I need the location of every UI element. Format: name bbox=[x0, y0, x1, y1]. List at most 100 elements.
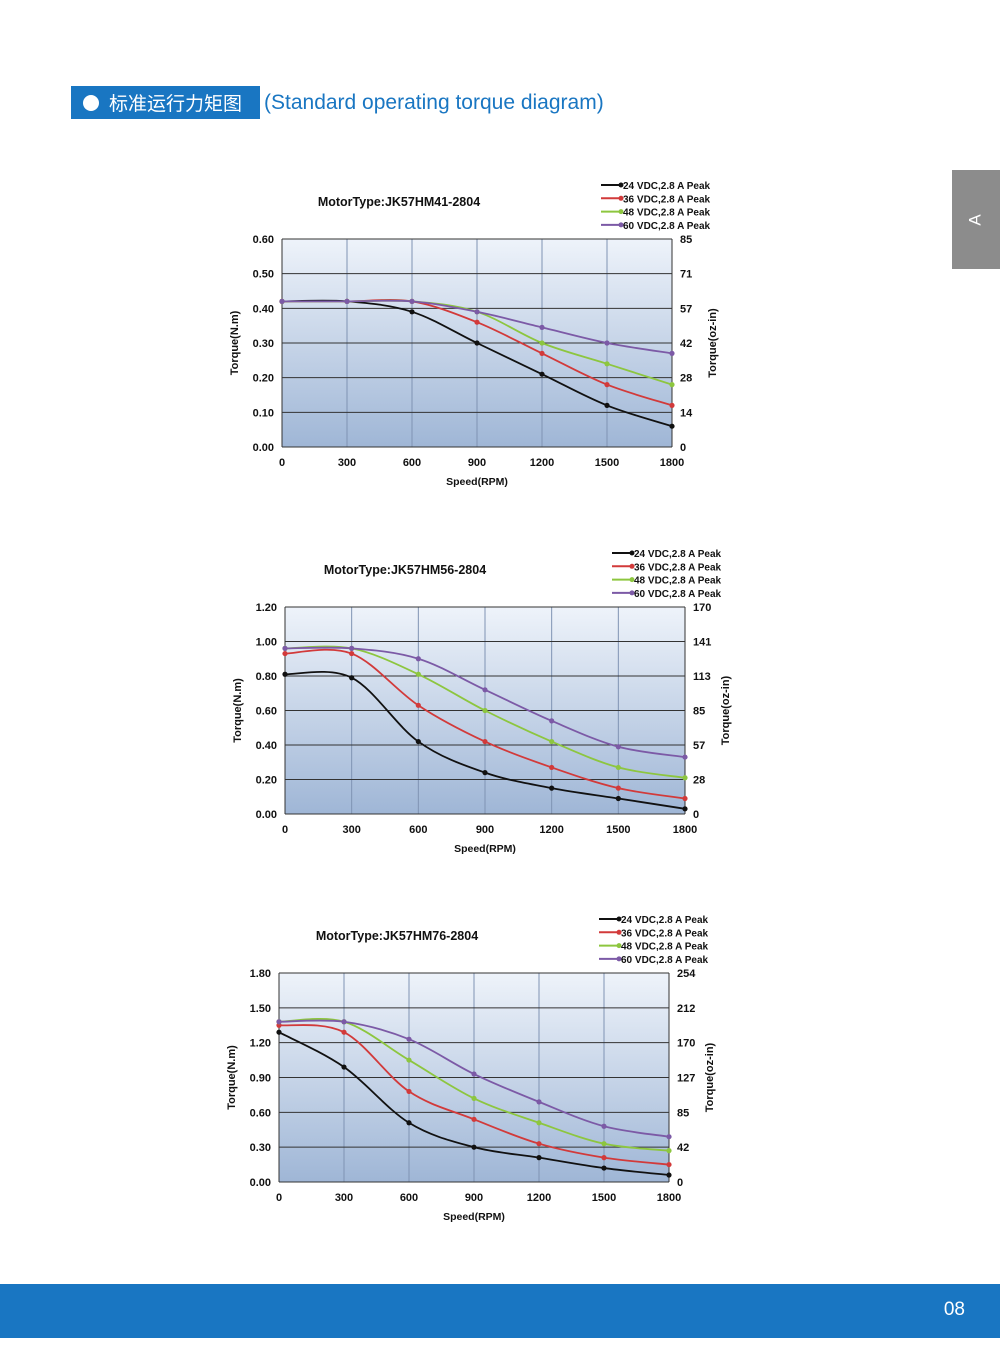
x-tick-label: 1500 bbox=[595, 457, 619, 469]
x-axis-label: Speed(RPM) bbox=[446, 476, 508, 488]
legend-label: 48 VDC,2.8 A Peak bbox=[621, 942, 709, 953]
data-point bbox=[669, 382, 675, 388]
data-point bbox=[601, 1141, 607, 1147]
data-point bbox=[601, 1123, 607, 1129]
series-2 bbox=[282, 648, 688, 802]
legend-label: 24 VDC,2.8 A Peak bbox=[634, 549, 722, 560]
data-point bbox=[604, 340, 610, 346]
data-point bbox=[536, 1099, 542, 1105]
data-point bbox=[341, 1019, 347, 1025]
data-point bbox=[406, 1088, 412, 1095]
legend-label: 36 VDC,2.8 A Peak bbox=[623, 194, 711, 205]
y-tick-label: 0.00 bbox=[250, 1177, 271, 1189]
side-index-tab[interactable]: A bbox=[952, 170, 1000, 269]
data-point bbox=[482, 738, 488, 745]
data-point bbox=[669, 350, 675, 356]
data-point bbox=[539, 324, 545, 330]
data-point bbox=[276, 1019, 282, 1025]
y-right-axis-label: Torque(oz-in) bbox=[704, 1042, 716, 1112]
legend-entry: 60 VDC,2.8 A Peak bbox=[599, 955, 709, 966]
y-axis-label: Torque(N.m) bbox=[229, 310, 241, 375]
data-point bbox=[601, 1165, 607, 1171]
data-point bbox=[282, 671, 288, 677]
chart-title: MotorType:JK57HM56-2804 bbox=[324, 563, 486, 577]
data-point bbox=[549, 764, 555, 771]
y-right-tick-label: 71 bbox=[680, 269, 692, 281]
data-point bbox=[682, 754, 688, 760]
data-point bbox=[409, 298, 415, 304]
data-point bbox=[349, 650, 355, 657]
footer-bar: 08 bbox=[0, 1284, 1000, 1338]
series-4 bbox=[282, 645, 688, 760]
x-tick-label: 300 bbox=[335, 1192, 353, 1204]
y-right-tick-label: 85 bbox=[693, 706, 705, 718]
chart-title: MotorType:JK57HM76-2804 bbox=[316, 929, 478, 943]
legend-entry: 60 VDC,2.8 A Peak bbox=[601, 221, 711, 232]
data-point bbox=[604, 382, 610, 388]
data-point bbox=[349, 645, 355, 652]
x-tick-label: 1200 bbox=[530, 457, 554, 469]
x-tick-label: 1200 bbox=[527, 1192, 551, 1204]
legend-label: 36 VDC,2.8 A Peak bbox=[621, 928, 709, 939]
legend-marker bbox=[616, 943, 622, 949]
y-tick-label: 0.60 bbox=[253, 234, 274, 246]
series-4 bbox=[276, 1019, 672, 1140]
y-tick-label: 0.00 bbox=[253, 442, 274, 454]
data-point bbox=[615, 764, 621, 771]
data-point bbox=[669, 402, 675, 408]
x-tick-label: 300 bbox=[342, 824, 360, 836]
data-point bbox=[276, 1029, 282, 1035]
x-tick-label: 0 bbox=[276, 1192, 282, 1204]
data-point bbox=[406, 1120, 412, 1126]
data-point bbox=[415, 671, 421, 677]
y-right-tick-label: 170 bbox=[693, 602, 711, 614]
chart-title: MotorType:JK57HM41-2804 bbox=[318, 195, 480, 209]
y-right-tick-label: 0 bbox=[693, 809, 699, 821]
x-axis-label: Speed(RPM) bbox=[443, 1211, 505, 1223]
legend-entry: 48 VDC,2.8 A Peak bbox=[599, 942, 709, 953]
legend-marker bbox=[618, 182, 624, 188]
data-point bbox=[409, 309, 415, 315]
x-tick-label: 1800 bbox=[657, 1192, 681, 1204]
data-point bbox=[349, 675, 355, 681]
data-point bbox=[539, 340, 545, 346]
y-tick-label: 0.00 bbox=[256, 809, 277, 821]
y-tick-label: 0.40 bbox=[256, 740, 277, 752]
y-right-tick-label: 42 bbox=[680, 338, 692, 350]
x-tick-label: 0 bbox=[279, 457, 285, 469]
page-number: 08 bbox=[943, 1299, 965, 1320]
legend-entry: 48 VDC,2.8 A Peak bbox=[601, 208, 711, 219]
legend-entry: 48 VDC,2.8 A Peak bbox=[612, 576, 722, 587]
data-point bbox=[482, 707, 488, 714]
data-point bbox=[282, 645, 288, 652]
y-right-tick-label: 28 bbox=[693, 775, 705, 787]
data-point bbox=[682, 806, 688, 812]
x-tick-label: 1200 bbox=[539, 824, 563, 836]
series-1 bbox=[276, 1029, 672, 1178]
section-badge: 标准运行力矩图 bbox=[71, 86, 260, 119]
y-right-axis-label: Torque(oz-in) bbox=[720, 675, 732, 745]
data-point bbox=[474, 319, 480, 325]
data-point bbox=[341, 1029, 347, 1035]
data-point bbox=[615, 795, 621, 802]
legend-marker bbox=[629, 563, 635, 569]
y-tick-label: 0.30 bbox=[250, 1142, 271, 1154]
legend-label: 60 VDC,2.8 A Peak bbox=[623, 221, 711, 232]
legend-label: 60 VDC,2.8 A Peak bbox=[621, 955, 709, 966]
legend-marker bbox=[618, 195, 624, 201]
legend-entry: 24 VDC,2.8 A Peak bbox=[599, 915, 709, 926]
data-point bbox=[666, 1134, 672, 1140]
data-point bbox=[341, 1064, 347, 1070]
legend-marker bbox=[618, 209, 624, 215]
y-right-tick-label: 113 bbox=[693, 671, 711, 683]
data-point bbox=[549, 738, 555, 745]
data-point bbox=[604, 402, 610, 408]
data-point bbox=[615, 785, 621, 791]
y-tick-label: 1.20 bbox=[250, 1038, 271, 1050]
data-point bbox=[415, 702, 421, 708]
x-tick-label: 900 bbox=[465, 1192, 483, 1204]
section-title-en: (Standard operating torque diagram) bbox=[264, 90, 604, 114]
legend-entry: 60 VDC,2.8 A Peak bbox=[612, 589, 722, 600]
data-point bbox=[549, 718, 555, 724]
data-point bbox=[604, 361, 610, 367]
